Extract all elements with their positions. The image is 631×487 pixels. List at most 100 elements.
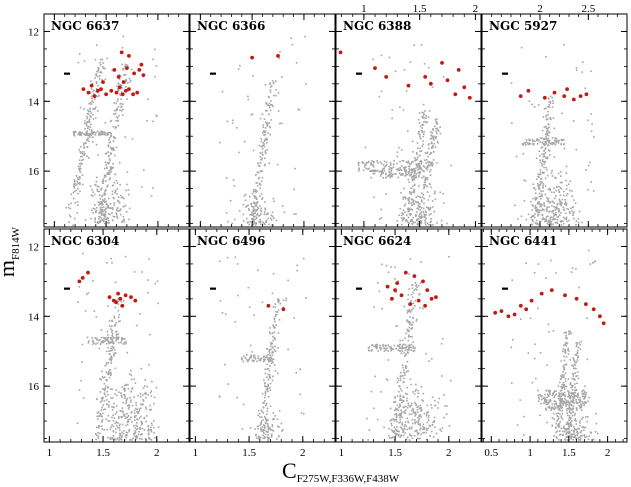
hb-star: [99, 133, 102, 136]
rgb-star: [113, 353, 115, 356]
rgb-star: [396, 408, 398, 410]
rgb-star: [568, 411, 571, 413]
ms-star: [546, 421, 548, 424]
field-star: [592, 190, 595, 192]
rgb-star: [564, 385, 566, 388]
rgb-star: [277, 92, 280, 94]
rgb-star: [117, 89, 120, 92]
ms-star: [425, 223, 427, 226]
ms-star: [434, 198, 437, 201]
ms-star: [416, 219, 418, 221]
hb-star: [88, 134, 90, 136]
ms-star: [554, 222, 557, 224]
rgb-star: [264, 134, 266, 136]
ms-star: [259, 223, 262, 226]
field-star: [81, 343, 84, 346]
ms-star: [551, 169, 553, 172]
field-star: [285, 297, 287, 300]
hb-star: [550, 409, 552, 411]
ms-star: [566, 207, 568, 210]
ms-star: [116, 207, 119, 209]
rgb-star: [262, 142, 265, 144]
rgb-star: [265, 137, 268, 140]
ms-star: [126, 421, 129, 423]
rgb-star: [266, 110, 268, 112]
rgb-star: [569, 395, 572, 398]
rgb-star: [400, 413, 403, 415]
hb-star: [81, 132, 84, 134]
hb-star: [554, 137, 557, 139]
selected-star: [403, 270, 408, 275]
ms-star: [394, 432, 396, 435]
hb-star: [569, 408, 572, 410]
hb-star: [372, 161, 375, 164]
rgb-star: [536, 203, 539, 205]
ms-star: [116, 188, 119, 190]
x-tick-label: 1.5: [413, 3, 427, 15]
ms-star: [432, 224, 434, 226]
rgb-star: [424, 110, 426, 112]
rgb-star: [545, 135, 547, 138]
hb-star: [428, 163, 430, 166]
hb-star: [102, 336, 105, 339]
ms-star: [523, 199, 526, 202]
selected-star: [139, 62, 144, 67]
ms-star: [550, 221, 553, 223]
rgb-star: [115, 102, 117, 105]
error-bar: [502, 287, 508, 290]
ms-star: [131, 439, 133, 441]
hb-star: [583, 402, 586, 405]
field-star: [544, 161, 547, 163]
hb-star: [399, 160, 401, 163]
hb-star: [103, 133, 105, 135]
selected-star: [529, 298, 534, 303]
ms-star: [565, 203, 568, 205]
rgb-star: [114, 127, 117, 129]
selected-star: [120, 92, 125, 97]
hb-star: [571, 400, 574, 403]
rgb-star: [263, 400, 266, 402]
field-star: [442, 192, 444, 195]
ms-star: [140, 415, 142, 418]
ms-star: [127, 387, 130, 390]
rgb-star: [418, 112, 421, 114]
ms-star: [142, 400, 145, 402]
rgb-star: [411, 178, 413, 181]
ms-star: [550, 191, 553, 193]
hb-star: [383, 160, 386, 163]
hb-star: [403, 168, 406, 170]
hb-star: [414, 347, 416, 349]
rgb-star: [400, 371, 402, 374]
rgb-star: [263, 134, 265, 136]
rgb-star: [414, 304, 416, 307]
ms-star: [558, 208, 560, 210]
rgb-star: [110, 148, 113, 151]
rgb-star: [109, 337, 112, 339]
hb-star: [93, 342, 95, 344]
ms-star: [573, 211, 575, 213]
rgb-star: [265, 376, 268, 378]
x-tick-label: 1.5: [562, 447, 576, 459]
ms-star: [572, 411, 574, 414]
hb-star: [423, 175, 425, 178]
ms-star: [142, 399, 144, 401]
ms-star: [116, 213, 118, 216]
rgb-star: [111, 319, 113, 322]
rgb-star: [563, 359, 566, 362]
field-star: [523, 415, 525, 418]
rgb-star: [79, 165, 82, 168]
field-star: [373, 196, 375, 199]
rgb-star: [562, 381, 565, 384]
rgb-star: [562, 348, 565, 350]
rgb-star: [542, 156, 545, 158]
ms-star: [443, 416, 446, 419]
ms-star: [118, 424, 121, 427]
hb-star: [108, 342, 111, 344]
ms-star: [270, 434, 273, 437]
ms-star: [559, 202, 562, 205]
ms-star: [563, 208, 565, 211]
field-star: [589, 161, 591, 164]
field-star: [107, 305, 109, 307]
hb-star: [579, 406, 582, 408]
hb-star: [574, 391, 576, 394]
